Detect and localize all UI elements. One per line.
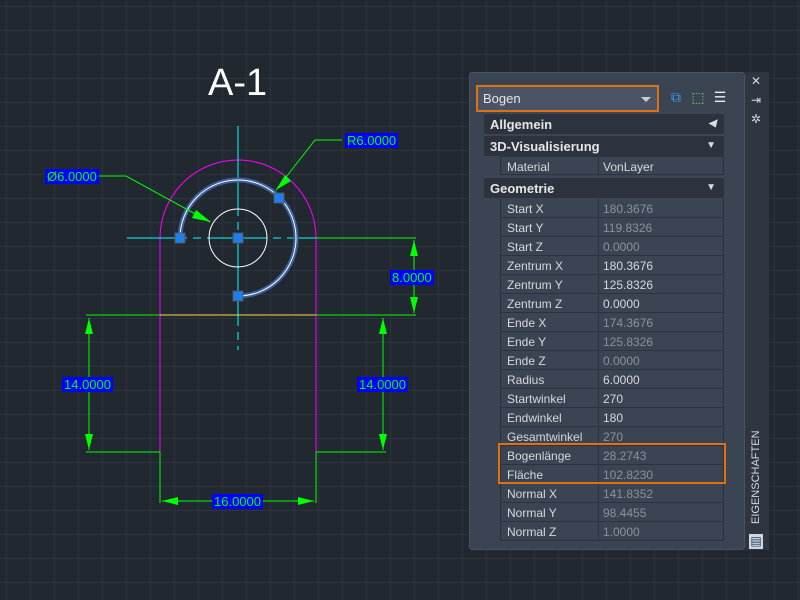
property-value: 180.3676: [603, 202, 654, 216]
property-row[interactable]: Ende Z 0.0000: [500, 351, 724, 370]
toggle-pickadd-icon[interactable]: ☰: [713, 89, 727, 105]
property-label: Ende Y: [507, 335, 547, 349]
property-value: 0.0000: [603, 240, 640, 254]
property-row[interactable]: Ende X 174.3676: [500, 313, 724, 332]
select-objects-icon[interactable]: ⬚: [691, 89, 705, 105]
dimensions: [86, 139, 416, 503]
diameter-dimension[interactable]: Ø6.0000: [45, 169, 99, 184]
property-value[interactable]: 125.8326: [603, 278, 654, 292]
property-label: Start Z: [507, 240, 544, 254]
drawing-title: A-1: [208, 62, 268, 104]
property-label: Endwinkel: [507, 411, 562, 425]
settings-icon[interactable]: ✲: [750, 112, 762, 126]
close-icon[interactable]: ✕: [750, 74, 762, 88]
property-value[interactable]: 6.0000: [603, 373, 640, 387]
object-type-select[interactable]: Bogen: [476, 85, 659, 112]
property-label: Ende X: [507, 316, 547, 330]
property-label: Fläche: [507, 468, 544, 482]
property-value[interactable]: 0.0000: [603, 297, 640, 311]
property-row[interactable]: Start Y 119.8326: [500, 218, 724, 237]
dimension-arrows: [85, 175, 418, 505]
property-value: 98.4455: [603, 506, 647, 520]
property-value[interactable]: 180: [603, 411, 624, 425]
height-8-dimension[interactable]: 8.0000: [390, 270, 434, 285]
hole-circle[interactable]: [208, 208, 268, 268]
property-row[interactable]: Normal Y 98.4455: [500, 503, 724, 522]
property-row[interactable]: Normal Z 1.0000: [500, 522, 724, 541]
property-label: Normal X: [507, 487, 558, 501]
property-label: Normal Y: [507, 506, 557, 520]
property-value[interactable]: VonLayer: [603, 160, 654, 174]
property-value: 102.8230: [603, 468, 654, 482]
radius-dimension[interactable]: R6.0000: [345, 133, 399, 148]
expanded-icon: ▼: [706, 182, 716, 193]
property-value: 28.2743: [603, 449, 647, 463]
property-value: 270: [603, 430, 624, 444]
width-16-dimension[interactable]: 16.0000: [212, 494, 263, 509]
property-row[interactable]: Startwinkel 270: [500, 389, 724, 408]
property-row[interactable]: Normal X 141.8352: [500, 484, 724, 503]
property-value: 1.0000: [603, 525, 640, 539]
property-row[interactable]: Zentrum Z 0.0000: [500, 294, 724, 313]
quick-select-icon[interactable]: ⧉: [671, 89, 681, 105]
property-value: 174.3676: [603, 316, 654, 330]
property-value: 125.8326: [603, 335, 654, 349]
section-label: 3D-Visualisierung: [490, 139, 600, 154]
property-row[interactable]: Zentrum Y 125.8326: [500, 275, 724, 294]
property-row[interactable]: Bogenlänge 28.2743: [500, 446, 724, 465]
section-label: Allgemein: [490, 117, 553, 132]
left-14-dimension[interactable]: 14.0000: [62, 377, 113, 392]
property-label: Zentrum Y: [507, 278, 563, 292]
property-row[interactable]: Ende Y 125.8326: [500, 332, 724, 351]
property-label: Startwinkel: [507, 392, 566, 406]
properties-palette-icon[interactable]: ▤: [749, 534, 763, 549]
right-14-dimension[interactable]: 14.0000: [357, 377, 408, 392]
section-3d-visualisierung[interactable]: 3D-Visualisierung ▼: [484, 136, 724, 156]
property-value[interactable]: 270: [603, 392, 624, 406]
property-row-material[interactable]: Material VonLayer: [500, 156, 724, 176]
section-allgemein[interactable]: Allgemein ◀: [484, 114, 724, 134]
property-row[interactable]: Gesamtwinkel 270: [500, 427, 724, 446]
property-value: 119.8326: [603, 221, 653, 235]
property-label: Start X: [507, 202, 544, 216]
palette-strip: [745, 72, 769, 550]
properties-palette: Bogen ⧉ ⬚ ☰ Allgemein ◀ 3D-Visualisierung…: [469, 72, 745, 550]
property-row[interactable]: Start X 180.3676: [500, 199, 724, 218]
selected-object-label: Bogen: [483, 91, 521, 106]
property-label: Bogenlänge: [507, 449, 572, 463]
property-label: Radius: [507, 373, 545, 387]
property-value: 0.0000: [603, 354, 640, 368]
property-row[interactable]: Start Z 0.0000: [500, 237, 724, 256]
property-row[interactable]: Radius 6.0000: [500, 370, 724, 389]
property-label: Ende Z: [507, 354, 546, 368]
expanded-icon: ▼: [706, 140, 716, 151]
collapsed-icon: ◀: [708, 118, 716, 129]
section-label: Geometrie: [490, 181, 555, 196]
palette-title: EIGENSCHAFTEN: [750, 430, 762, 524]
property-label: Zentrum X: [507, 259, 564, 273]
highlight-box: [498, 443, 726, 484]
property-row[interactable]: Endwinkel 180: [500, 408, 724, 427]
autohide-icon[interactable]: ⇥: [750, 93, 762, 107]
section-geometrie[interactable]: Geometrie ▼: [484, 178, 724, 198]
property-label: Zentrum Z: [507, 297, 563, 311]
property-label: Material: [507, 160, 550, 174]
property-label: Gesamtwinkel: [507, 430, 583, 444]
property-label: Normal Z: [507, 525, 557, 539]
property-value: 141.8352: [603, 487, 654, 501]
property-label: Start Y: [507, 221, 544, 235]
chevron-down-icon: [641, 97, 651, 102]
property-value[interactable]: 180.3676: [603, 259, 654, 273]
property-row[interactable]: Zentrum X 180.3676: [500, 256, 724, 275]
grip-points[interactable]: [174, 192, 285, 302]
